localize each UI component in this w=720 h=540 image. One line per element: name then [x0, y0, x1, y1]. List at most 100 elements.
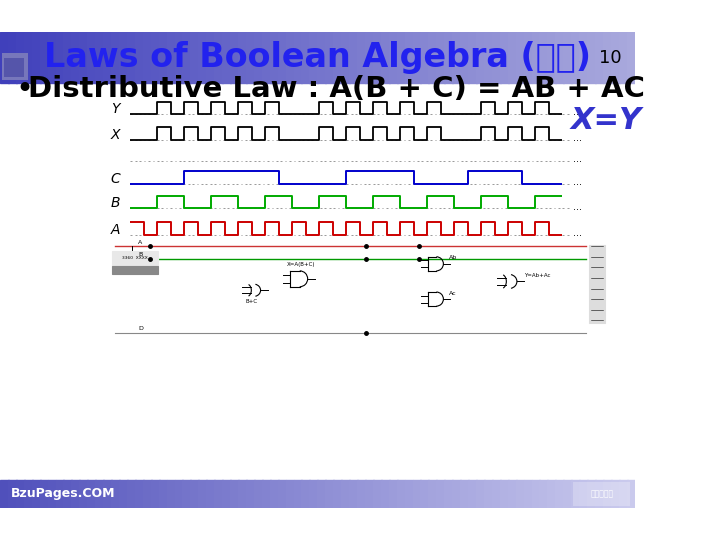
Bar: [4, 58, 24, 77]
Bar: [278, 480, 287, 508]
Bar: [127, 480, 136, 508]
Bar: [618, 480, 628, 508]
Bar: [397, 32, 405, 83]
Bar: [0, 480, 9, 508]
Bar: [618, 32, 628, 83]
Bar: [587, 480, 596, 508]
Bar: [318, 32, 326, 83]
Bar: [468, 32, 477, 83]
Bar: [603, 32, 612, 83]
Bar: [158, 32, 168, 83]
Bar: [150, 480, 160, 508]
Bar: [40, 32, 48, 83]
Bar: [587, 32, 596, 83]
Text: Y=Ab+Ac: Y=Ab+Ac: [523, 273, 550, 278]
Bar: [397, 480, 405, 508]
Bar: [166, 480, 176, 508]
Text: BzuPages.COM: BzuPages.COM: [11, 488, 115, 501]
Bar: [158, 480, 168, 508]
Bar: [571, 480, 580, 508]
Bar: [460, 32, 469, 83]
Bar: [436, 480, 445, 508]
Bar: [95, 32, 104, 83]
Bar: [341, 32, 350, 83]
Bar: [230, 32, 239, 83]
Bar: [0, 32, 9, 83]
Bar: [413, 480, 421, 508]
Bar: [452, 480, 461, 508]
Bar: [135, 480, 144, 508]
Bar: [325, 480, 334, 508]
Bar: [32, 480, 40, 508]
Bar: [420, 480, 429, 508]
Bar: [48, 480, 56, 508]
Bar: [112, 251, 158, 266]
Bar: [16, 480, 24, 508]
Bar: [500, 480, 508, 508]
Bar: [206, 32, 215, 83]
Bar: [523, 480, 532, 508]
Bar: [373, 480, 382, 508]
Text: Ab: Ab: [449, 255, 457, 260]
Bar: [87, 480, 96, 508]
Bar: [270, 32, 279, 83]
Text: D: D: [138, 326, 143, 331]
Bar: [190, 480, 199, 508]
Text: ...: ...: [573, 107, 582, 117]
Bar: [516, 32, 524, 83]
Bar: [444, 32, 453, 83]
Bar: [246, 480, 255, 508]
Bar: [579, 480, 588, 508]
Bar: [174, 32, 184, 83]
Bar: [1, 53, 28, 79]
Bar: [238, 480, 247, 508]
Bar: [468, 480, 477, 508]
Bar: [294, 480, 302, 508]
Bar: [573, 482, 630, 506]
Bar: [119, 480, 128, 508]
Bar: [389, 32, 397, 83]
Bar: [484, 32, 492, 83]
Bar: [111, 32, 120, 83]
Bar: [254, 480, 263, 508]
Bar: [71, 480, 80, 508]
Text: X=Y: X=Y: [571, 106, 642, 135]
Bar: [563, 480, 572, 508]
Bar: [531, 32, 541, 83]
Bar: [508, 480, 516, 508]
Text: X=A(B+C): X=A(B+C): [287, 262, 316, 267]
Bar: [198, 480, 207, 508]
Bar: [143, 480, 152, 508]
Text: ...: ...: [573, 133, 582, 143]
Text: Y: Y: [112, 102, 120, 116]
Bar: [48, 32, 56, 83]
Bar: [262, 32, 271, 83]
Bar: [79, 480, 88, 508]
Bar: [611, 32, 620, 83]
Bar: [270, 480, 279, 508]
Bar: [286, 32, 294, 83]
Bar: [63, 480, 72, 508]
Bar: [420, 32, 429, 83]
Bar: [150, 32, 160, 83]
Bar: [63, 32, 72, 83]
Text: C: C: [110, 172, 120, 186]
Bar: [365, 480, 374, 508]
Bar: [508, 32, 516, 83]
Bar: [626, 32, 636, 83]
Bar: [112, 266, 158, 274]
Text: Distributive Law : A(B + C) = AB + AC: Distributive Law : A(B + C) = AB + AC: [28, 75, 645, 103]
Bar: [103, 32, 112, 83]
Bar: [166, 32, 176, 83]
Bar: [603, 480, 612, 508]
Bar: [500, 32, 508, 83]
Bar: [452, 32, 461, 83]
Bar: [349, 480, 358, 508]
Bar: [555, 32, 564, 83]
Bar: [492, 480, 500, 508]
Bar: [547, 32, 557, 83]
Bar: [476, 32, 485, 83]
Bar: [111, 480, 120, 508]
Bar: [626, 480, 636, 508]
Bar: [428, 32, 437, 83]
